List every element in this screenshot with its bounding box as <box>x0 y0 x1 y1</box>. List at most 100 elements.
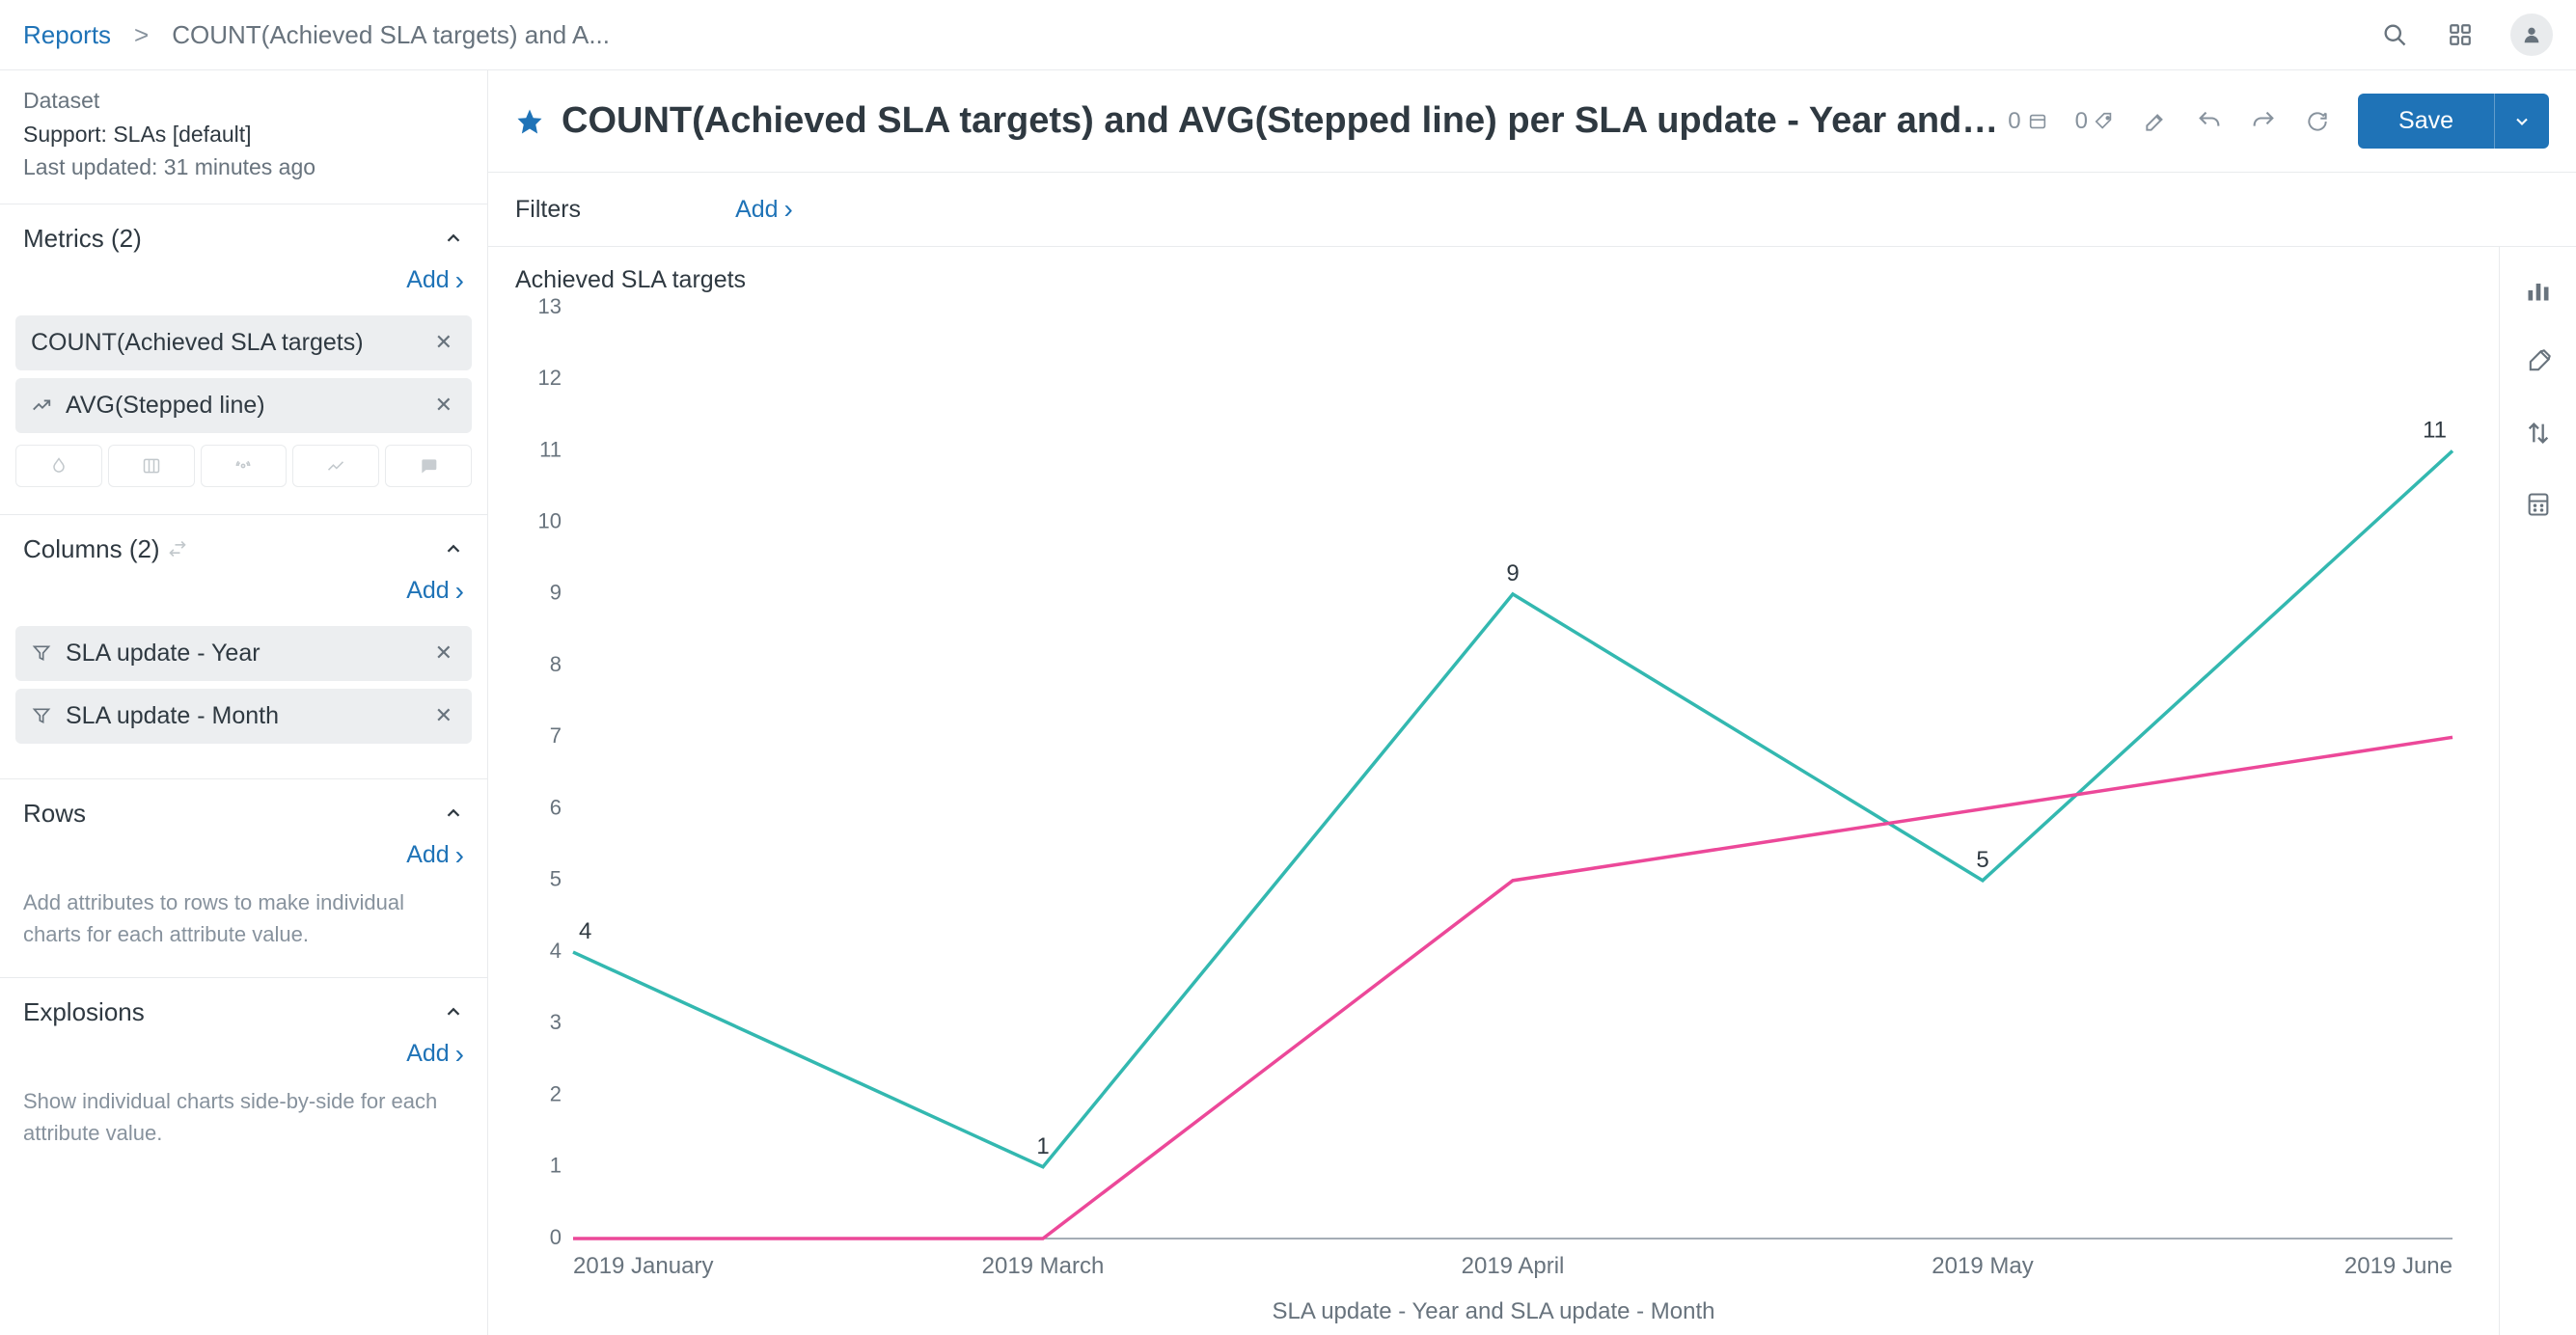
svg-text:3: 3 <box>550 1010 562 1034</box>
svg-text:8: 8 <box>550 652 562 676</box>
dataset-info: Dataset Support: SLAs [default] Last upd… <box>0 70 487 204</box>
filter-icon <box>31 642 52 664</box>
swap-icon[interactable] <box>168 539 187 559</box>
column-remove-icon[interactable]: ✕ <box>431 703 456 728</box>
svg-text:5: 5 <box>550 867 562 891</box>
metric-chip-label: COUNT(Achieved SLA targets) <box>31 329 364 357</box>
dataset-label: Dataset <box>23 84 464 118</box>
svg-text:4: 4 <box>579 918 591 944</box>
filter-icon <box>31 705 52 726</box>
chart-pane: Achieved SLA targets 0123456789101112132… <box>488 247 2499 1335</box>
metric-chip-label: AVG(Stepped line) <box>66 392 265 420</box>
columns-collapse-icon[interactable] <box>443 538 464 559</box>
svg-text:4: 4 <box>550 939 562 963</box>
bookmarks-badge[interactable]: 0 <box>2008 108 2047 135</box>
svg-text:5: 5 <box>1976 847 1988 873</box>
sidebar: Dataset Support: SLAs [default] Last upd… <box>0 70 488 1335</box>
svg-text:1: 1 <box>1036 1133 1049 1159</box>
favorite-star-icon[interactable] <box>515 107 544 136</box>
svg-text:9: 9 <box>1506 560 1519 586</box>
chart-type-icon[interactable] <box>2522 274 2555 307</box>
breadcrumb-root-link[interactable]: Reports <box>23 20 111 50</box>
column-chip-label: SLA update - Month <box>66 702 279 730</box>
metric-remove-icon[interactable]: ✕ <box>431 393 456 418</box>
svg-text:2019 April: 2019 April <box>1462 1253 1565 1279</box>
section-rows: Rows Add Add attributes to rows to make … <box>0 779 487 978</box>
style-icon[interactable] <box>2522 345 2555 378</box>
rows-add-button[interactable]: Add <box>406 840 464 871</box>
dataset-updated: Last updated: 31 minutes ago <box>23 150 464 184</box>
metric-remove-icon[interactable]: ✕ <box>431 330 456 355</box>
breadcrumb-separator: > <box>134 20 149 50</box>
undo-icon[interactable] <box>2196 108 2223 135</box>
line-chart: 0123456789101112132019 January2019 March… <box>515 298 2472 1293</box>
svg-text:6: 6 <box>550 795 562 819</box>
column-remove-icon[interactable]: ✕ <box>431 640 456 666</box>
explosions-add-button[interactable]: Add <box>406 1039 464 1070</box>
svg-text:9: 9 <box>550 581 562 605</box>
metric-chip[interactable]: COUNT(Achieved SLA targets) ✕ <box>15 315 472 370</box>
explosions-title: Explosions <box>23 997 145 1027</box>
breadcrumb: Reports > COUNT(Achieved SLA targets) an… <box>23 20 610 50</box>
tool-columns-icon[interactable] <box>108 445 195 487</box>
explosions-collapse-icon[interactable] <box>443 1001 464 1022</box>
main: COUNT(Achieved SLA targets) and AVG(Step… <box>488 70 2576 1335</box>
svg-text:13: 13 <box>538 298 562 318</box>
metrics-add-button[interactable]: Add <box>406 265 464 296</box>
metric-chip[interactable]: AVG(Stepped line) ✕ <box>15 378 472 433</box>
filters-label: Filters <box>515 196 581 224</box>
save-button[interactable]: Save <box>2358 94 2494 149</box>
metric-tools <box>14 445 474 487</box>
redo-icon[interactable] <box>2250 108 2277 135</box>
edit-icon[interactable] <box>2142 108 2169 135</box>
section-columns: Columns (2) Add <box>0 515 487 779</box>
rows-collapse-icon[interactable] <box>443 803 464 824</box>
right-rail <box>2499 247 2576 1335</box>
column-chip-label: SLA update - Year <box>66 640 260 668</box>
columns-title: Columns (2) <box>23 534 160 564</box>
trend-icon <box>31 395 52 416</box>
svg-text:1: 1 <box>550 1154 562 1178</box>
search-icon[interactable] <box>2379 19 2410 50</box>
tool-broadcast-icon[interactable] <box>201 445 288 487</box>
tool-drop-icon[interactable] <box>15 445 102 487</box>
column-chip[interactable]: SLA update - Month ✕ <box>15 689 472 744</box>
column-chip[interactable]: SLA update - Year ✕ <box>15 626 472 681</box>
svg-text:7: 7 <box>550 723 562 748</box>
apps-icon[interactable] <box>2445 19 2476 50</box>
tags-badge[interactable]: 0 <box>2075 108 2115 135</box>
titlebar: COUNT(Achieved SLA targets) and AVG(Step… <box>488 70 2576 173</box>
page-title: COUNT(Achieved SLA targets) and AVG(Step… <box>562 100 2008 142</box>
chart-x-title: SLA update - Year and SLA update - Month <box>515 1293 2472 1325</box>
bookmarks-count: 0 <box>2008 108 2020 135</box>
svg-text:2: 2 <box>550 1081 562 1105</box>
section-metrics: Metrics (2) Add COUNT(Achieved SLA targe… <box>0 204 487 515</box>
metrics-title: Metrics (2) <box>23 224 142 254</box>
sort-icon[interactable] <box>2522 417 2555 450</box>
columns-add-button[interactable]: Add <box>406 576 464 607</box>
chart-y-title: Achieved SLA targets <box>515 266 2472 294</box>
save-dropdown-button[interactable] <box>2494 94 2549 149</box>
svg-text:11: 11 <box>2423 417 2447 443</box>
tool-trend-icon[interactable] <box>292 445 379 487</box>
rows-hint: Add attributes to rows to make individua… <box>14 883 474 950</box>
refresh-icon[interactable] <box>2304 108 2331 135</box>
tags-count: 0 <box>2075 108 2088 135</box>
svg-text:12: 12 <box>538 366 562 390</box>
svg-text:2019 May: 2019 May <box>1932 1253 2033 1279</box>
explosions-hint: Show individual charts side-by-side for … <box>14 1081 474 1149</box>
svg-text:11: 11 <box>539 437 562 461</box>
calculator-icon[interactable] <box>2522 488 2555 521</box>
filters-add-button[interactable]: Add <box>735 194 793 225</box>
topbar-actions <box>2379 14 2553 56</box>
rows-title: Rows <box>23 799 86 829</box>
breadcrumb-current: COUNT(Achieved SLA targets) and A... <box>172 20 610 50</box>
tool-comment-icon[interactable] <box>385 445 472 487</box>
svg-text:2019 January: 2019 January <box>573 1253 713 1279</box>
topbar: Reports > COUNT(Achieved SLA targets) an… <box>0 0 2576 70</box>
user-avatar[interactable] <box>2510 14 2553 56</box>
section-explosions: Explosions Add Show individual charts si… <box>0 978 487 1176</box>
metrics-collapse-icon[interactable] <box>443 228 464 249</box>
svg-text:10: 10 <box>538 509 562 533</box>
svg-text:2019 June: 2019 June <box>2344 1253 2453 1279</box>
